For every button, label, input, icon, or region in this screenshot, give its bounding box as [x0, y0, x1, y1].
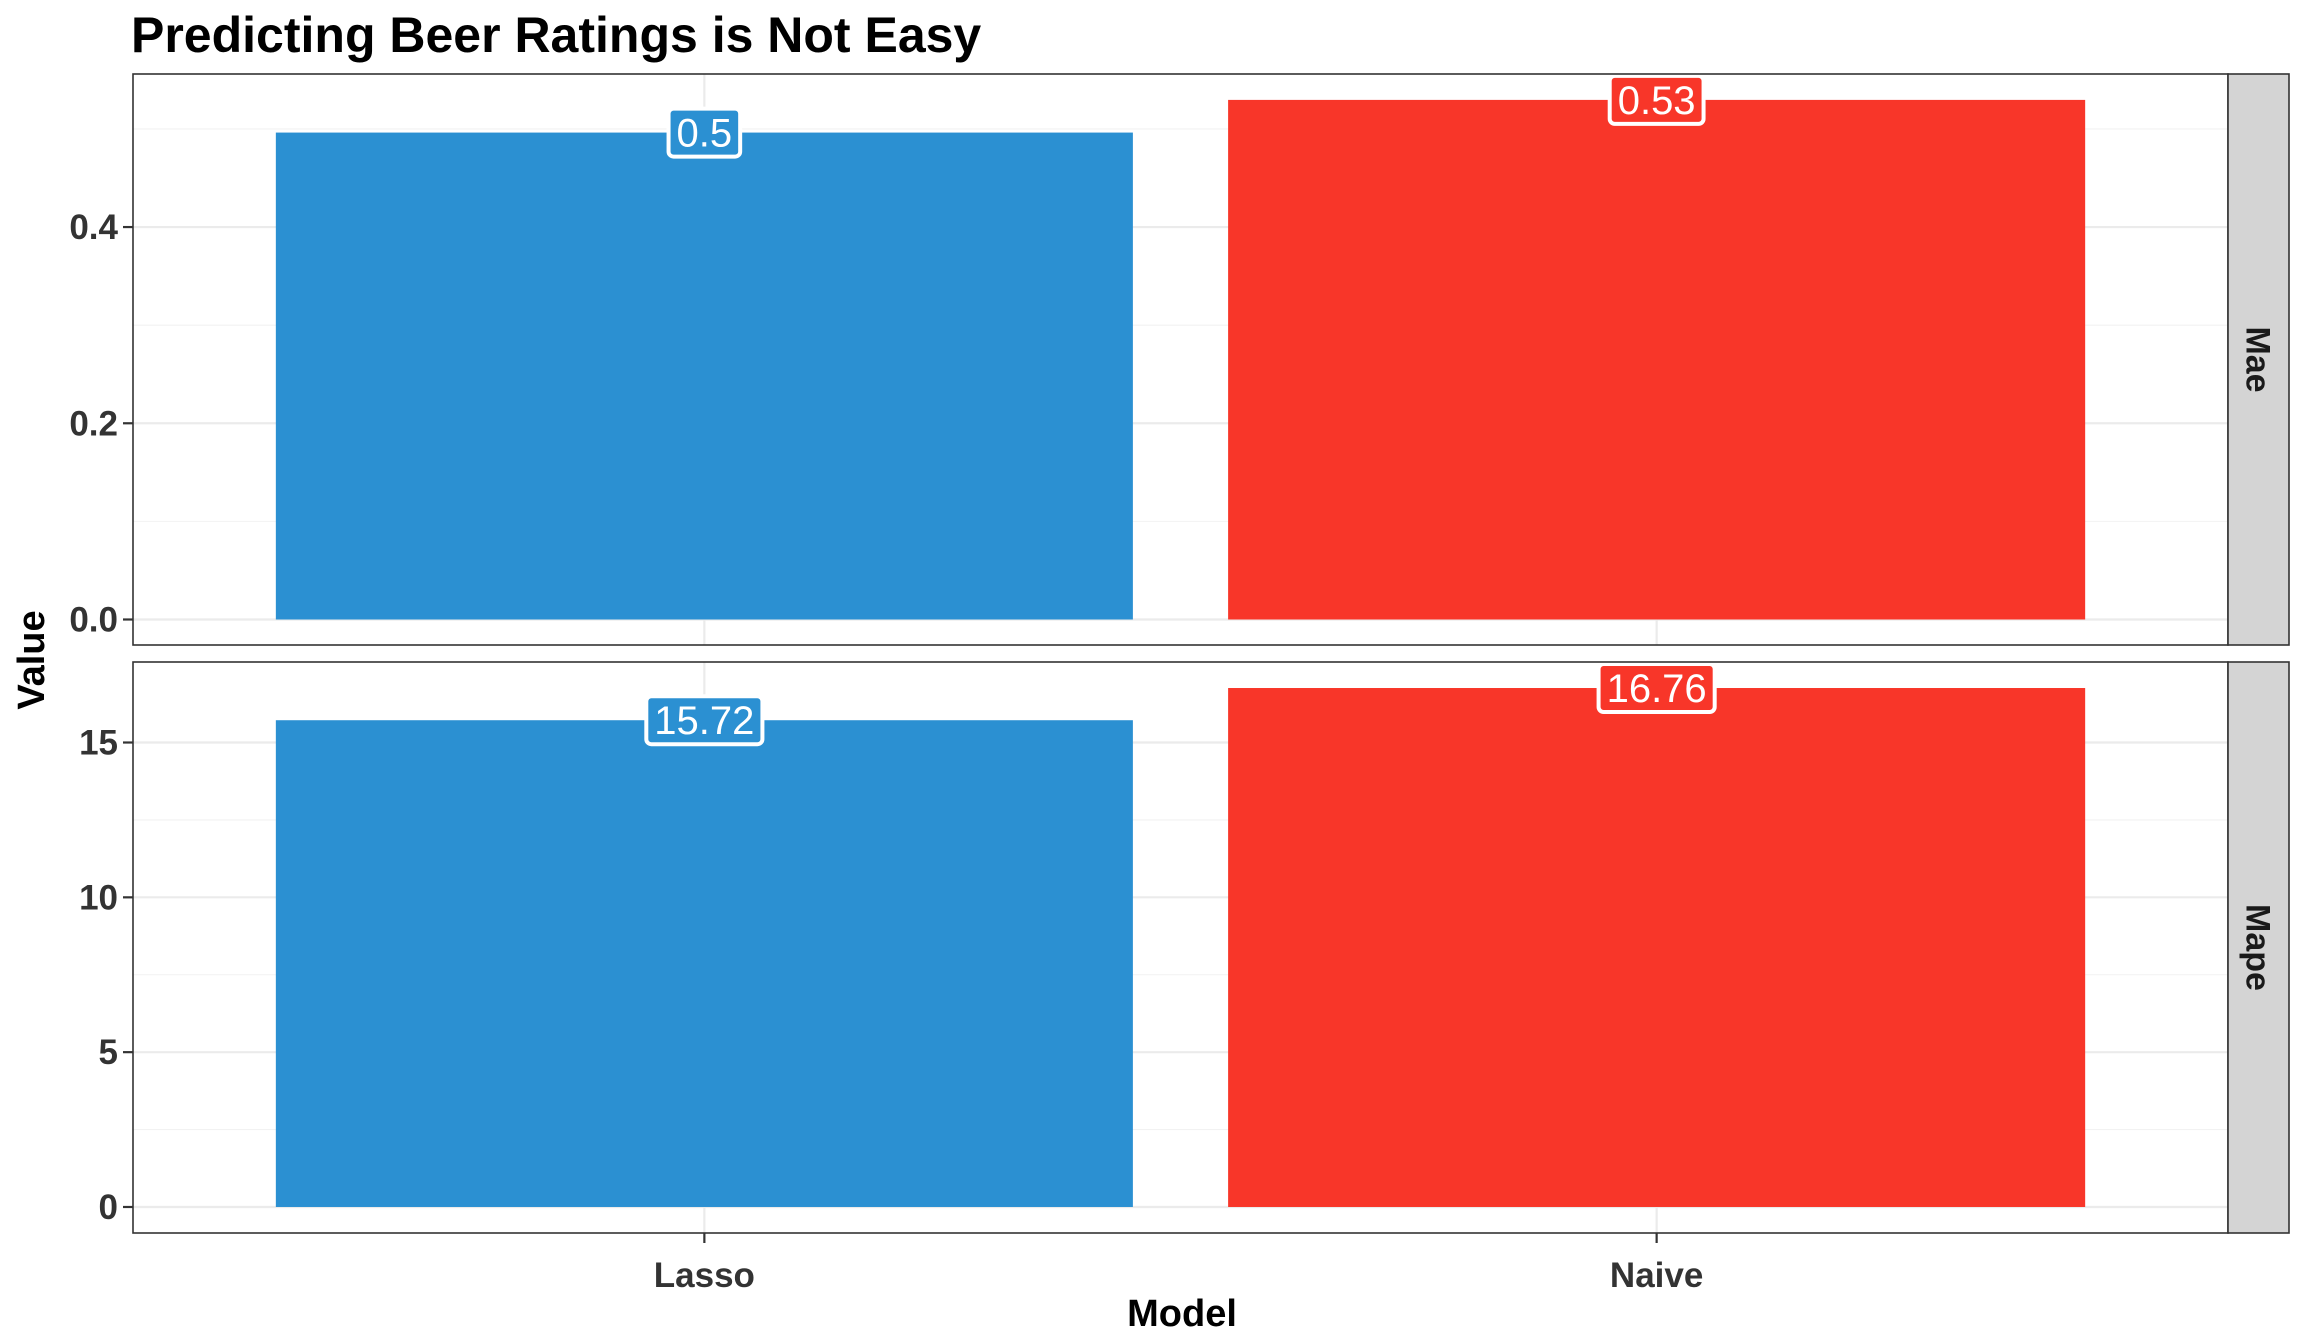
y-axis-title: Value	[11, 610, 53, 709]
chart-title: Predicting Beer Ratings is Not Easy	[131, 7, 981, 63]
y-tick-label: 0.4	[69, 208, 118, 247]
data-label-naive-mape: 16.76	[1596, 662, 1717, 715]
facet-strip-mape	[2227, 661, 2290, 1234]
bar-naive-mape	[1228, 688, 2086, 1207]
data-label-box	[1596, 662, 1717, 715]
data-label-text: 0.53	[1618, 79, 1696, 123]
x-tick-label: Naive	[1610, 1256, 1703, 1295]
facet-strip-label-mape: Mape	[2239, 904, 2277, 991]
y-tick-label: 0	[99, 1188, 118, 1227]
y-tick-label: 10	[79, 878, 118, 917]
x-axis-title: Model	[1127, 1293, 1237, 1335]
data-label-lasso-mae: 0.5	[666, 106, 743, 159]
facet-strip-mae	[2227, 73, 2290, 646]
bar-naive-mae	[1228, 99, 2086, 620]
bar-lasso-mape	[275, 720, 1133, 1207]
data-label-text: 15.72	[654, 699, 754, 743]
data-label-box	[1607, 73, 1706, 126]
data-label-box	[644, 694, 765, 747]
data-label-box	[666, 106, 743, 159]
data-label-naive-mae: 0.53	[1607, 73, 1706, 126]
x-tick-label: Lasso	[654, 1256, 755, 1295]
panel-mae: 0.5 0.53 0.0 0.2 0.4 Mae	[69, 73, 2290, 646]
data-label-text: 16.76	[1607, 667, 1707, 711]
chart-panels: 0.5 0.53 0.0 0.2 0.4 Mae 15.72 16.76 0 5 10 15 Mape L…	[69, 73, 2290, 1295]
panel-mape: 15.72 16.76 0 5 10 15 Mape	[79, 661, 2290, 1234]
bar-lasso-mae	[275, 132, 1133, 620]
y-tick-label: 5	[99, 1033, 118, 1072]
data-label-lasso-mape: 15.72	[644, 694, 765, 747]
y-tick-label: 15	[79, 724, 118, 763]
data-label-text: 0.5	[677, 112, 733, 156]
facet-strip-label-mae: Mae	[2239, 326, 2277, 392]
y-tick-label: 0.0	[69, 600, 118, 639]
y-tick-label: 0.2	[69, 404, 118, 443]
